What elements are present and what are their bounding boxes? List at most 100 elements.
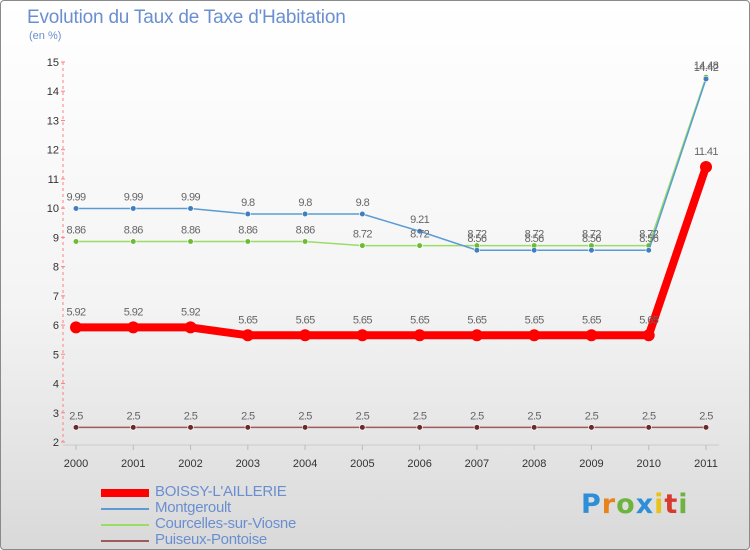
data-label: 9.99 <box>66 191 85 203</box>
chart-unit: (en %) <box>29 30 62 42</box>
data-label: 8.56 <box>525 233 544 245</box>
y-tick-label: 3 <box>53 408 59 420</box>
legend-swatch-boissy <box>101 489 149 497</box>
data-point-boissy <box>356 329 369 342</box>
x-tick-label: 2007 <box>465 458 489 470</box>
chart-title: Evolution du Taux de Taxe d'Habitation <box>27 7 346 28</box>
y-tick-label: 15 <box>47 57 59 69</box>
data-point <box>359 210 366 218</box>
data-label: 8.86 <box>238 224 257 236</box>
data-point-boissy <box>127 321 140 334</box>
data-point <box>130 238 137 245</box>
logo-letter: o <box>616 489 636 520</box>
proxiti-logo: Proxiti <box>581 489 689 520</box>
data-point <box>473 247 481 254</box>
data-point <box>187 238 194 245</box>
x-tick-label: 2002 <box>178 458 202 470</box>
series-line <box>76 76 707 247</box>
y-tick-label: 14 <box>47 86 59 98</box>
data-point <box>359 424 366 431</box>
logo-letter: i <box>654 489 665 520</box>
data-point <box>702 75 710 83</box>
x-tick-label: 2011 <box>694 458 718 470</box>
data-label: 5.65 <box>639 314 658 326</box>
data-label: 5.65 <box>353 314 372 326</box>
legend-swatch-montgeroult <box>101 508 149 510</box>
legend-label-boissy: BOISSY-L'AILLERIE <box>155 483 287 500</box>
data-point <box>244 210 251 218</box>
legend-label-montgeroult: Montgeroult <box>155 499 231 516</box>
data-label: 8.86 <box>181 224 200 236</box>
data-label: 2.5 <box>699 410 713 422</box>
data-point <box>588 424 595 431</box>
y-tick-label: 9 <box>53 232 59 244</box>
data-point <box>301 238 309 245</box>
data-point <box>72 205 80 212</box>
logo-letter: x <box>635 489 655 520</box>
data-point <box>531 424 538 431</box>
data-point <box>187 205 194 212</box>
data-label: 9.99 <box>124 191 143 203</box>
data-label: 8.72 <box>582 229 601 241</box>
legend-swatch-puiseux <box>101 540 149 542</box>
logo-letter: t <box>664 489 679 520</box>
data-label: 2.5 <box>642 410 656 422</box>
data-label: 8.72 <box>467 229 486 241</box>
x-tick-label: 2006 <box>407 458 431 470</box>
x-tick-label: 2000 <box>64 458 88 470</box>
data-point <box>416 242 423 249</box>
data-label: 8.72 <box>410 229 429 241</box>
series-line <box>76 78 707 251</box>
data-point <box>130 205 137 212</box>
data-label: 8.56 <box>582 233 601 245</box>
data-label: 2.5 <box>413 410 427 422</box>
data-point <box>130 424 137 431</box>
data-label: 9.8 <box>356 197 370 209</box>
data-point <box>473 424 481 431</box>
data-label: 8.86 <box>66 224 85 236</box>
data-label: 2.5 <box>585 410 599 422</box>
data-label: 5.65 <box>238 314 257 326</box>
data-point-boissy <box>241 329 254 342</box>
x-tick-label: 2005 <box>350 458 374 470</box>
data-label: 5.65 <box>582 314 601 326</box>
data-point-boissy <box>413 329 426 342</box>
data-label: 14.48 <box>694 60 719 72</box>
data-label: 11.41 <box>694 146 718 158</box>
data-point <box>72 424 80 431</box>
data-point-boissy <box>70 321 82 334</box>
data-point-boissy <box>299 329 312 342</box>
legend-label-courcelles: Courcelles-sur-Viosne <box>155 515 296 532</box>
x-tick-label: 2010 <box>636 458 660 470</box>
data-point <box>244 238 251 245</box>
data-label: 2.5 <box>241 410 255 422</box>
legend-swatch-courcelles <box>101 524 149 526</box>
y-tick-label: 4 <box>53 379 59 391</box>
x-tick-label: 2009 <box>579 458 603 470</box>
data-point <box>416 424 423 431</box>
series-line-boissy <box>72 162 710 340</box>
data-point <box>301 424 309 431</box>
y-tick-label: 13 <box>47 115 59 127</box>
data-label: 5.92 <box>66 306 85 318</box>
data-label: 5.65 <box>525 314 544 326</box>
data-point <box>416 228 423 235</box>
x-tick-label: 2008 <box>522 458 546 470</box>
data-point <box>72 238 80 245</box>
data-point <box>702 424 710 431</box>
data-label: 14.42 <box>694 62 719 74</box>
data-label: 8.72 <box>353 229 372 241</box>
data-point <box>588 247 595 254</box>
data-label: 2.5 <box>356 410 370 422</box>
data-label: 8.72 <box>525 229 544 241</box>
data-label: 2.5 <box>184 410 198 422</box>
data-point-boissy <box>642 329 655 342</box>
data-point-boissy <box>470 329 483 342</box>
data-point-boissy <box>184 321 197 334</box>
data-point-boissy <box>585 329 598 342</box>
data-point-boissy <box>700 160 712 173</box>
data-point <box>187 424 194 431</box>
x-tick-label: 2004 <box>293 458 317 470</box>
data-point-boissy <box>528 329 541 342</box>
